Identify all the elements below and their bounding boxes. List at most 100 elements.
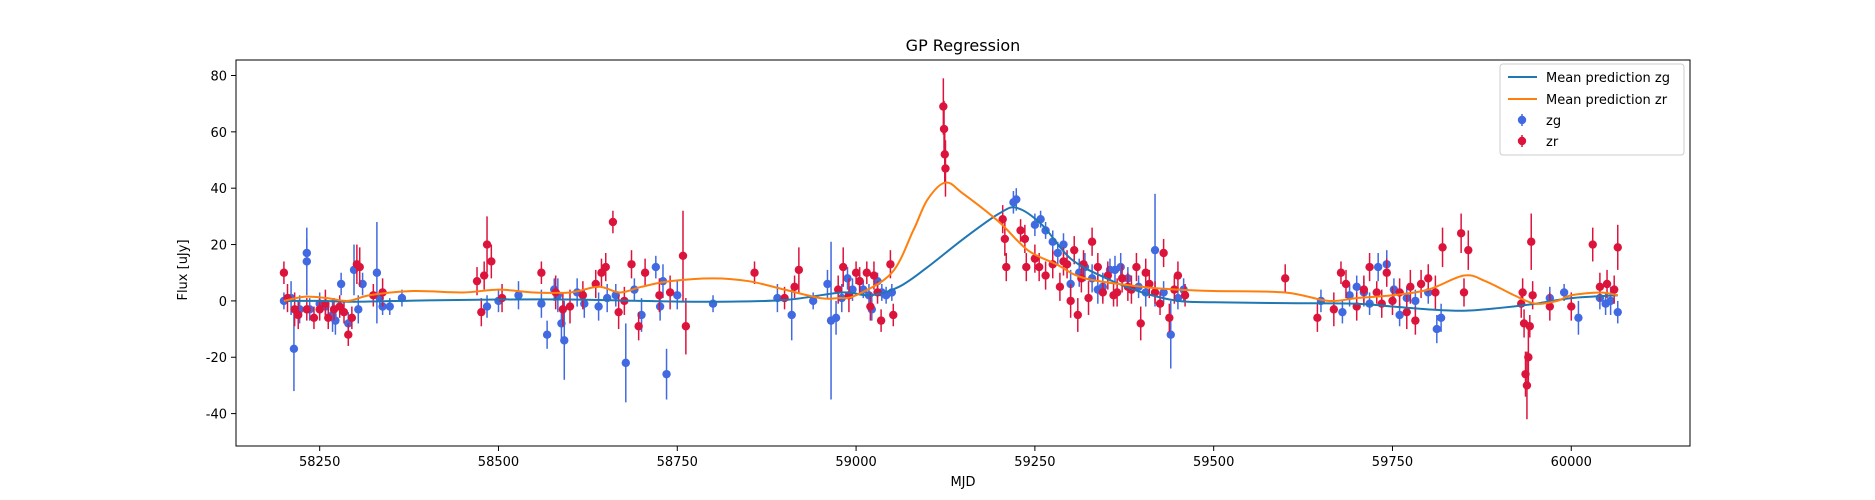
point-zr (279, 268, 289, 277)
point-zg (1166, 330, 1175, 339)
point-zg (358, 279, 367, 289)
legend-label-zr: zr (1546, 135, 1559, 150)
point-zg (594, 302, 603, 311)
point-zr (1084, 293, 1093, 303)
legend-label-zg-line: Mean prediction zg (1546, 71, 1670, 86)
point-zr (681, 322, 691, 331)
point-zr (866, 302, 875, 311)
point-zr (1141, 268, 1150, 277)
point-zr (1382, 268, 1391, 277)
y-tick-label: 80 (210, 69, 227, 84)
point-zr (1055, 282, 1065, 292)
point-zr (344, 330, 353, 339)
point-zr (294, 310, 303, 320)
point-zg (1053, 248, 1062, 258)
point-zr (1528, 291, 1537, 300)
point-zr (1613, 243, 1622, 252)
point-zr (750, 268, 759, 277)
point-zr (1112, 288, 1122, 297)
point-zr (1132, 262, 1141, 272)
point-zr (1159, 248, 1168, 258)
legend-frame (1499, 63, 1685, 156)
y-tick-label: -40 (206, 408, 227, 423)
point-zg (514, 291, 523, 300)
point-zr (1438, 243, 1447, 252)
point-zr (1518, 288, 1527, 297)
point-zg (1030, 220, 1040, 230)
point-zg (1613, 307, 1622, 317)
point-zg (331, 316, 340, 325)
point-zg (1012, 195, 1021, 204)
point-zr (869, 271, 879, 280)
mean-prediction-line-zg (283, 206, 1618, 312)
point-zg (336, 279, 346, 289)
point-zr (1145, 279, 1154, 289)
point-zr (472, 276, 482, 286)
point-zr (355, 262, 364, 272)
legend: Mean prediction zg Mean prediction zr zg… (1499, 63, 1685, 156)
point-zr (601, 262, 610, 272)
point-zr (487, 257, 496, 266)
point-zr (1155, 299, 1165, 308)
point-zr (839, 262, 848, 272)
point-zr (941, 164, 950, 173)
point-zr (1459, 288, 1469, 297)
x-tick-label: 58250 (299, 455, 340, 470)
point-zg (787, 310, 796, 320)
point-zr (339, 307, 349, 317)
point-zg (621, 358, 630, 368)
point-zg (1574, 313, 1583, 323)
point-zr (309, 313, 319, 323)
point-zr (1464, 245, 1473, 255)
point-zr (1062, 260, 1072, 269)
point-zg (580, 299, 589, 308)
point-zg (1606, 296, 1615, 306)
point-zr (1595, 282, 1605, 292)
y-tick-label: 60 (210, 126, 227, 141)
x-tick-label: 59000 (835, 455, 876, 470)
point-zr (1087, 237, 1097, 246)
point-zr (1173, 271, 1183, 280)
mean-prediction-line-zr (283, 181, 1618, 305)
point-zg (662, 369, 671, 379)
point-zr (1002, 262, 1011, 272)
point-zr (1136, 319, 1145, 328)
point-zr (1567, 302, 1576, 311)
point-zg (385, 302, 394, 311)
point-zr (1588, 240, 1597, 249)
point-zr (1365, 262, 1374, 272)
point-zr (1359, 285, 1369, 294)
point-zr (876, 316, 886, 325)
point-zg (843, 274, 852, 283)
point-zr (634, 322, 643, 331)
x-axis-label: MJD (950, 475, 975, 490)
point-zg (1345, 291, 1354, 300)
point-zr (1093, 262, 1103, 272)
point-zg (1411, 296, 1420, 306)
point-zg (823, 279, 832, 289)
point-zr (655, 291, 664, 300)
point-zr (1609, 285, 1619, 294)
point-zg (289, 344, 299, 353)
point-zg (1150, 245, 1160, 255)
point-zg (482, 302, 492, 311)
point-zg (560, 336, 569, 345)
point-zr (1416, 279, 1426, 289)
point-zg (637, 310, 646, 320)
y-tick-label: 0 (219, 295, 227, 310)
point-zr (1527, 237, 1536, 246)
point-zg (1559, 288, 1569, 297)
point-zr (790, 282, 799, 292)
point-zg (831, 313, 841, 323)
point-zr (537, 268, 546, 277)
x-tick-label: 58500 (478, 455, 519, 470)
point-zr (302, 305, 312, 314)
point-zr (1022, 262, 1031, 272)
point-zr (1313, 313, 1322, 323)
point-zr (482, 240, 492, 249)
point-zr (565, 302, 575, 311)
point-zg (1066, 279, 1075, 289)
point-zg (1059, 240, 1068, 249)
x-tick-label: 59750 (1372, 455, 1413, 470)
